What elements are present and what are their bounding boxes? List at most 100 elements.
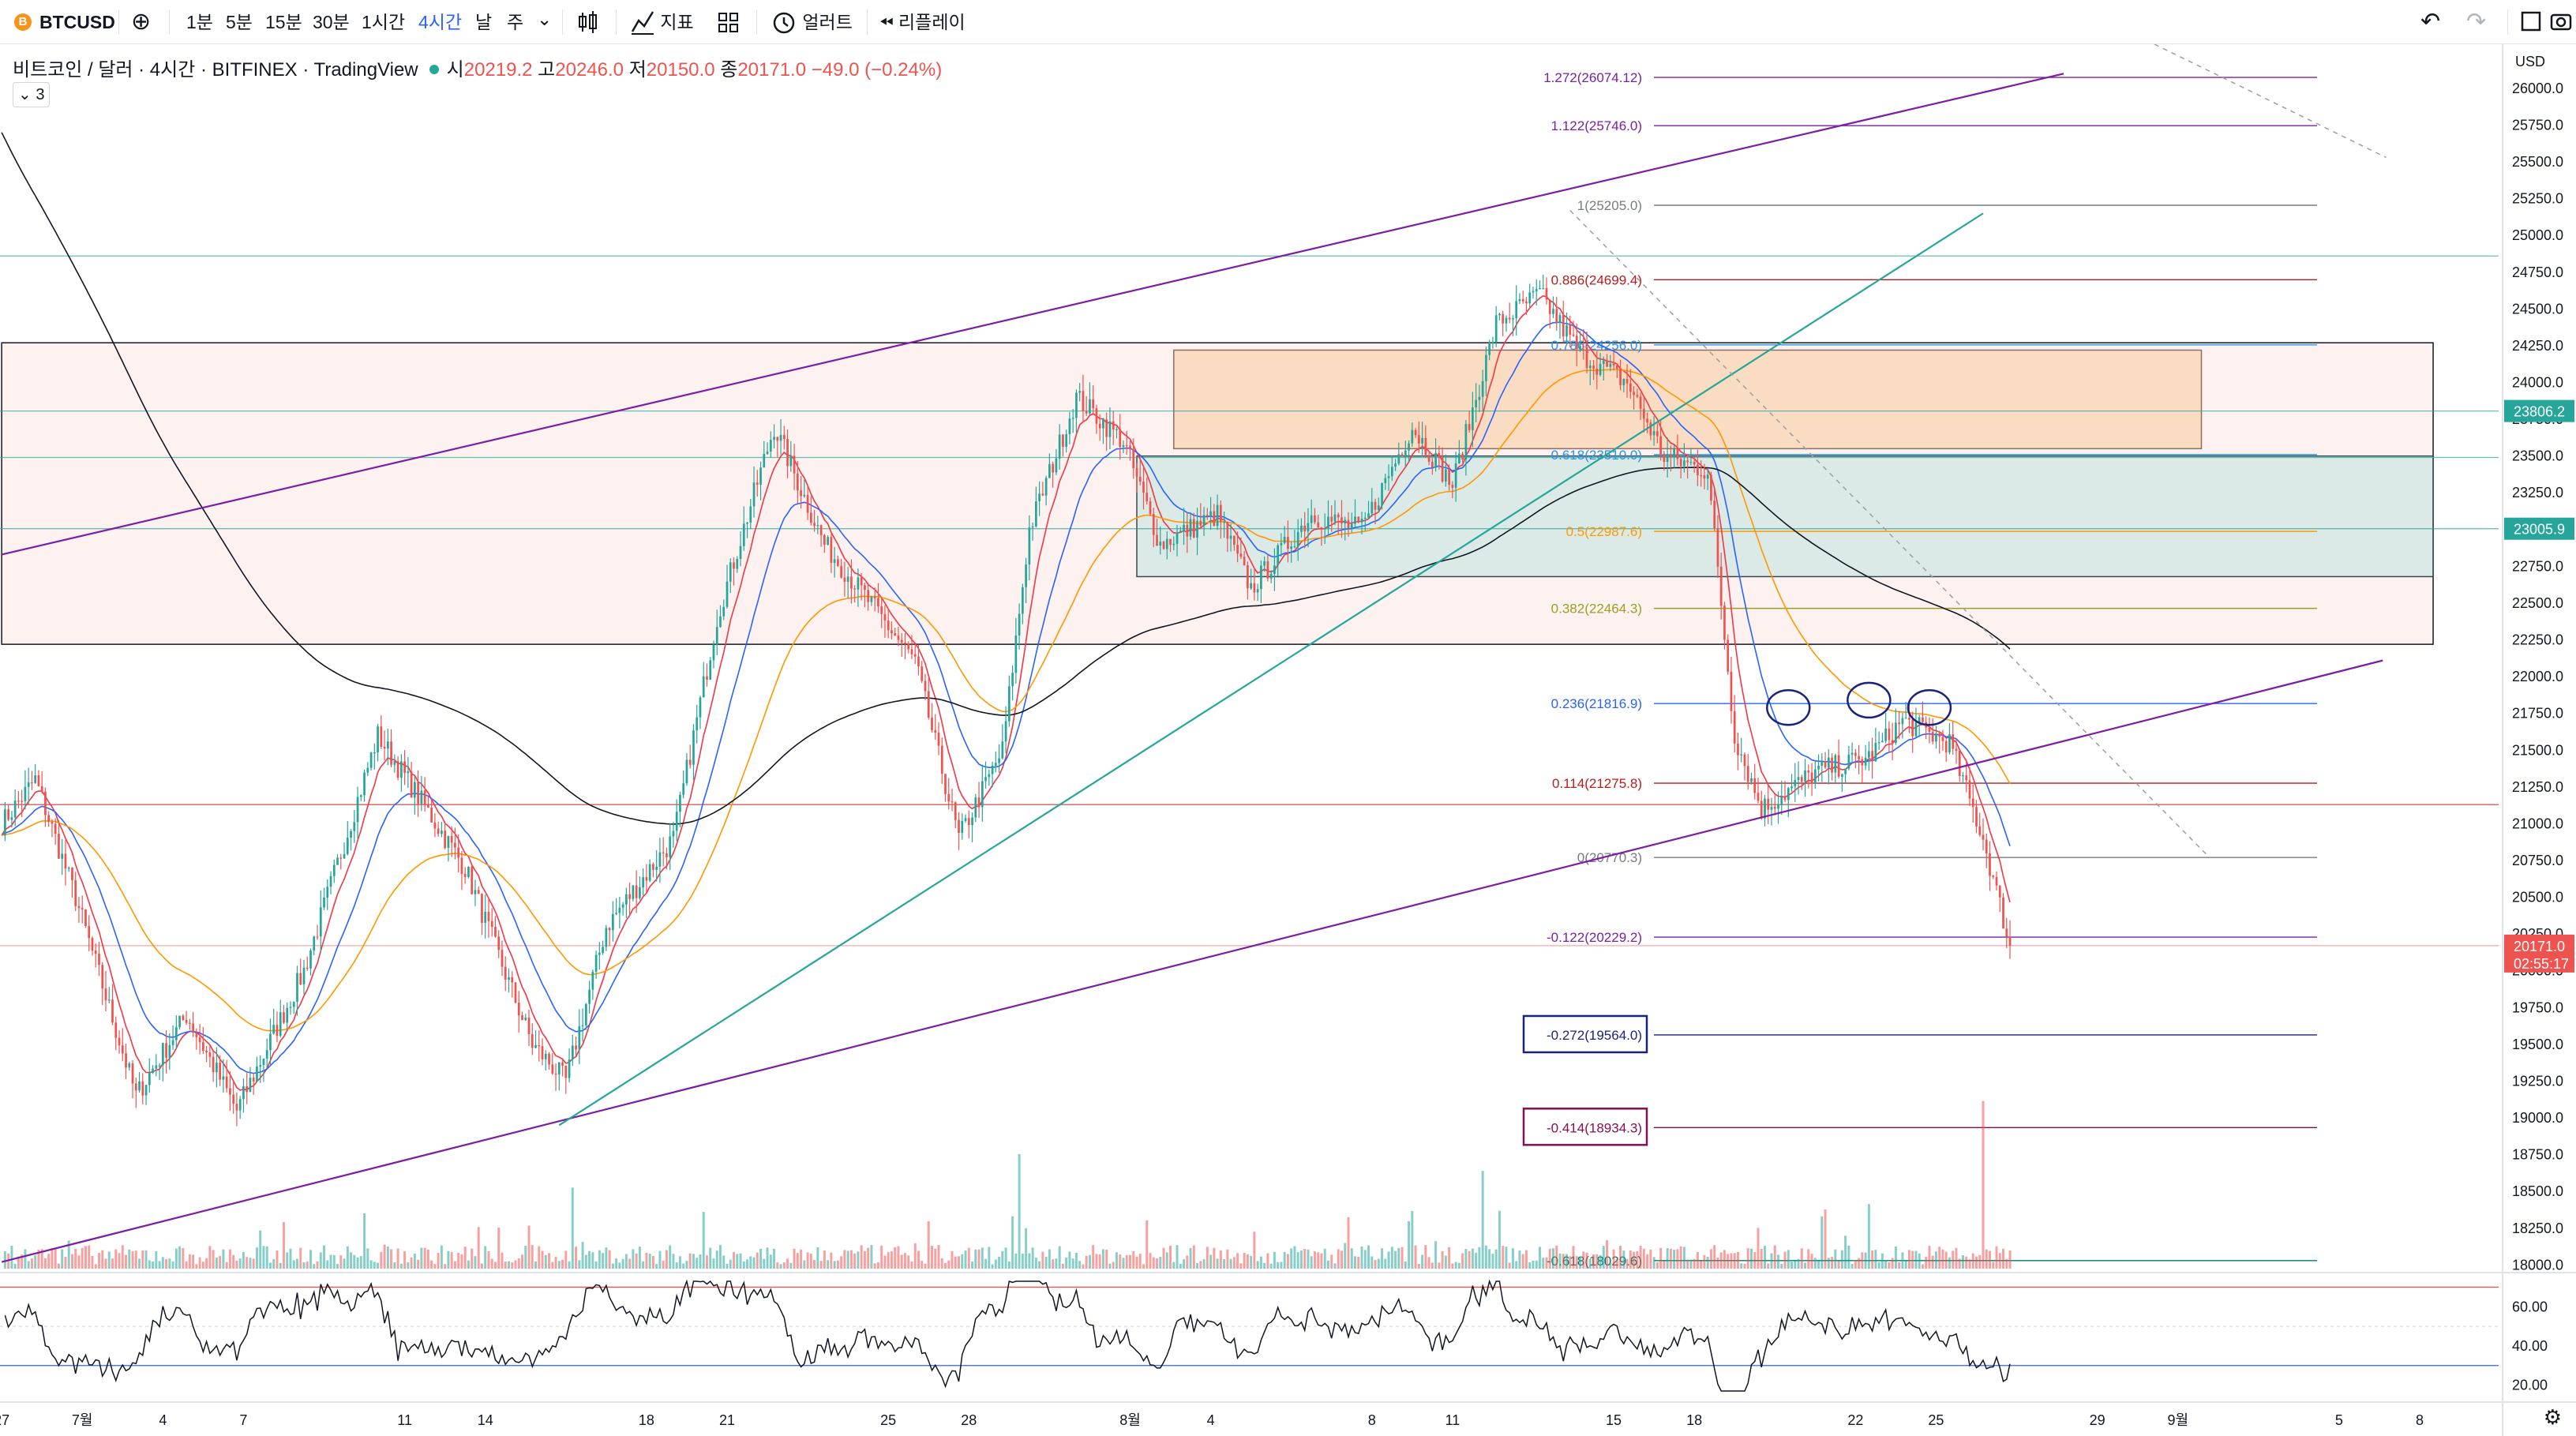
candle-body — [343, 853, 346, 859]
interval-4h[interactable]: 4시간 — [418, 12, 463, 32]
replay-button[interactable]: ⏪︎ 리플레이 — [879, 0, 966, 44]
candle-body — [104, 988, 107, 1001]
volume-bar — [101, 1250, 104, 1269]
volume-bar — [618, 1262, 621, 1269]
volume-bar — [1864, 1252, 1867, 1269]
volume-bar — [1877, 1262, 1880, 1269]
fib-level-label: 0.5(22987.6) — [1566, 524, 1642, 539]
candle-body — [1001, 741, 1004, 759]
volume-bar — [1700, 1261, 1703, 1269]
candle-body — [782, 435, 786, 440]
volume-bar — [584, 1254, 587, 1269]
candle-body — [1646, 418, 1648, 423]
redo-icon[interactable]: ↷ — [2466, 9, 2487, 35]
candle-body — [1532, 291, 1535, 293]
candle-body — [1810, 772, 1813, 784]
candle-body — [1521, 298, 1524, 302]
candle-body — [1746, 766, 1749, 782]
candle-body — [1858, 755, 1860, 759]
interval-day[interactable]: 날 — [475, 12, 493, 32]
volume-bar — [880, 1245, 883, 1269]
volume-bar — [773, 1248, 776, 1269]
volume-bar — [678, 1256, 681, 1269]
candle-body — [1985, 839, 1988, 854]
settings-gear-icon[interactable]: ⚙ — [2543, 1405, 2562, 1429]
volume-bar — [1283, 1251, 1286, 1269]
price-tick-label: 21250.0 — [2512, 779, 2563, 795]
candle-body — [584, 1003, 587, 1025]
volume-bar — [1565, 1254, 1568, 1269]
candle-body — [1968, 780, 1971, 799]
volume-bar — [182, 1247, 185, 1269]
volume-bar — [1132, 1250, 1135, 1269]
volume-bar — [1844, 1235, 1847, 1269]
volume-bar — [594, 1261, 598, 1269]
symbol-search-button[interactable]: BTCUSD — [39, 12, 115, 32]
currency-label: USD — [2515, 54, 2545, 69]
candle-body — [346, 838, 349, 854]
candle-body — [1918, 717, 1921, 722]
volume-bar — [1457, 1262, 1460, 1269]
candle-body — [474, 890, 477, 894]
interval-30m[interactable]: 30분 — [313, 12, 350, 32]
volume-bar — [1592, 1254, 1595, 1269]
candle-body — [1820, 761, 1824, 767]
candle-body — [752, 482, 756, 507]
candle-body — [891, 630, 893, 634]
volume-bar — [685, 1261, 688, 1269]
candle-body — [1800, 777, 1803, 782]
interval-1h[interactable]: 1시간 — [362, 12, 406, 32]
undo-icon[interactable]: ↶ — [2420, 9, 2441, 35]
volume-bar — [74, 1248, 77, 1269]
alert-button[interactable]: 얼러트 — [771, 0, 853, 44]
interval-1m[interactable]: 1분 — [186, 12, 213, 32]
candle-body — [1468, 424, 1471, 430]
candles-icon[interactable] — [576, 0, 600, 44]
volume-bar — [860, 1245, 863, 1269]
indicators-button[interactable]: 지표 — [630, 0, 694, 44]
interval-5m[interactable]: 5분 — [226, 12, 253, 32]
candle-body — [1458, 453, 1460, 463]
volume-bar — [1434, 1241, 1438, 1269]
grid-icon[interactable] — [717, 0, 741, 44]
chevron-down-icon[interactable]: ⌄ — [537, 9, 553, 29]
volume-bar — [51, 1247, 54, 1269]
time-tick-label: 25 — [880, 1412, 896, 1428]
indicator-collapse-button[interactable]: ⌄ 3 — [13, 82, 51, 107]
volume-bar — [1421, 1254, 1424, 1269]
volume-bar — [1820, 1216, 1824, 1269]
candle-body — [964, 818, 967, 821]
candle-body — [460, 857, 463, 874]
volume-bar — [1307, 1249, 1310, 1269]
volume-bar — [1441, 1250, 1444, 1269]
volume-bar — [1299, 1250, 1303, 1269]
volume-bar — [265, 1246, 268, 1269]
candle-body — [1783, 797, 1787, 800]
volume-bar — [1326, 1260, 1329, 1269]
plus-circle-icon[interactable]: ⊕ — [131, 9, 152, 35]
chart-canvas[interactable]: 1.272(26074.12) 1.122(25746.0) 1(25205.0) 0… — [0, 44, 2576, 1436]
candle-body — [602, 947, 604, 953]
volume-bar — [1502, 1246, 1505, 1269]
volume-bar — [867, 1247, 870, 1269]
interval-15m[interactable]: 15분 — [265, 12, 302, 32]
fullscreen-icon[interactable] — [2520, 0, 2542, 44]
fib-level-label: -0.272(19564.0) — [1547, 1028, 1642, 1043]
candle-body — [1417, 435, 1420, 444]
alert-label: 얼러트 — [802, 12, 853, 32]
candle-body — [934, 729, 937, 733]
volume-bar — [249, 1258, 252, 1269]
volume-bar — [148, 1260, 151, 1269]
camera-icon[interactable] — [2550, 0, 2572, 44]
volume-bar — [1713, 1245, 1716, 1269]
volume-bar — [1320, 1253, 1323, 1269]
candle-body — [1108, 421, 1112, 437]
candle-body — [54, 823, 57, 834]
volume-bar — [1894, 1246, 1897, 1269]
candle-body — [793, 456, 796, 474]
rsi-tick-label: 60.00 — [2512, 1299, 2548, 1314]
interval-week[interactable]: 주 — [507, 12, 524, 32]
price-tick-label: 25750.0 — [2512, 117, 2563, 133]
candle-body — [1314, 515, 1316, 523]
volume-bar — [1323, 1248, 1326, 1269]
